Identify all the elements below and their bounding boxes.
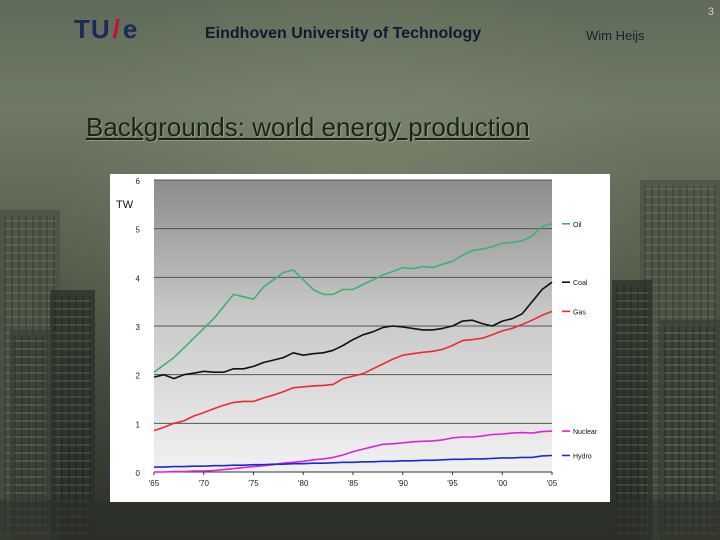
author-name: Wim Heijs [586, 28, 645, 43]
tue-logo: TU/e [74, 14, 138, 45]
y-tick-label: 2 [136, 372, 141, 381]
x-tick-label: '85 [348, 479, 359, 488]
slide-title: Backgrounds: world energy production [86, 112, 530, 142]
legend-label-nuclear: Nuclear [573, 429, 598, 436]
logo-e: e [122, 14, 139, 44]
page-number: 3 [707, 6, 714, 18]
x-tick-label: '80 [298, 479, 309, 488]
logo-tu: TU [74, 14, 111, 44]
y-tick-label: 5 [136, 226, 141, 235]
y-tick-label: 6 [136, 177, 141, 186]
legend-label-gas: Gas [573, 309, 586, 316]
series-line-hydro [154, 454, 553, 468]
legend-label-hydro: Hydro [573, 453, 592, 460]
legend-label-coal: Coal [573, 280, 588, 287]
x-tick-label: '65 [149, 479, 160, 488]
slide-header: TU/e Eindhoven University of Technology … [0, 0, 720, 70]
series-line-gas [153, 310, 553, 432]
university-name: Eindhoven University of Technology [205, 25, 482, 42]
x-tick-label: '90 [398, 479, 409, 488]
legend-label-oil: Oil [573, 222, 582, 229]
y-tick-label: 1 [136, 420, 141, 429]
x-tick-label: '70 [199, 479, 210, 488]
y-axis-label: TW [116, 199, 134, 211]
series-line-nuclear [154, 430, 553, 473]
y-tick-label: 4 [136, 274, 141, 283]
x-tick-label: '05 [547, 479, 558, 488]
energy-chart: 0 1 2 3 4 5 6 '65 '70 '75 '80 '85 '90 '95 '00 '05 Oil Co… [110, 174, 610, 502]
logo-slash: / [112, 14, 121, 44]
y-tick-label: 0 [136, 469, 141, 478]
x-tick-label: '75 [248, 479, 259, 488]
y-tick-label: 3 [136, 323, 141, 332]
x-tick-label: '95 [447, 479, 458, 488]
series-line-coal [153, 281, 553, 380]
energy-chart-svg: 0 1 2 3 4 5 6 '65 '70 '75 '80 '85 '90 '95 '00 '05 Oil Co… [110, 174, 610, 502]
series-line-oil [153, 223, 553, 373]
x-tick-label: '00 [497, 479, 508, 488]
